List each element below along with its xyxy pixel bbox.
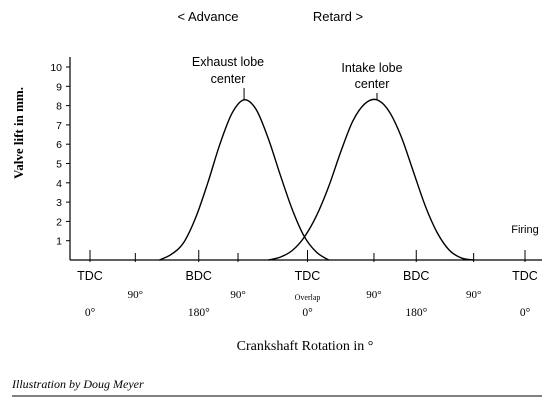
lobe-pointers	[243, 88, 378, 100]
x-tick-label: TDC	[295, 269, 321, 283]
exhaust-curve	[159, 99, 330, 261]
x-tick-labels: TDC BDC TDC BDC TDC	[77, 269, 538, 283]
y-tick-label: 5	[56, 159, 62, 171]
exhaust-label-line1: Exhaust lobe	[192, 55, 264, 69]
y-tick-label: 10	[50, 62, 62, 74]
x-axis-label: Crankshaft Rotation in °	[237, 339, 374, 354]
y-tick-label: 2	[56, 216, 62, 228]
degree-label: 0°	[520, 307, 531, 319]
x-tick-label: BDC	[186, 269, 212, 283]
minor-deg-label: 90°	[128, 289, 143, 301]
advance-label: < Advance	[177, 9, 238, 24]
intake-label-line1: Intake lobe	[341, 61, 402, 75]
lift-curves	[159, 98, 474, 261]
y-tick-label: 9	[56, 81, 62, 93]
y-tick-label: 4	[56, 178, 62, 190]
firing-label: Firing	[511, 224, 539, 236]
y-tick-label: 3	[56, 197, 62, 209]
degree-label: 180°	[188, 307, 210, 319]
y-tick-label: 1	[56, 236, 62, 248]
minor-deg-label: 90°	[366, 289, 381, 301]
minor-labels: 90° 90° Overlap 90° 90°	[128, 289, 482, 302]
exhaust-label-line2: center	[211, 72, 246, 86]
x-tick-label: TDC	[77, 269, 103, 283]
x-tick-label: BDC	[403, 269, 429, 283]
y-ticks: 1 2 3 4 5 6 7 8 9 10	[50, 62, 70, 248]
minor-deg-label: 90°	[230, 289, 245, 301]
y-tick-label: 7	[56, 120, 62, 132]
intake-curve	[268, 98, 474, 261]
y-axis-label: Valve lift in mm.	[11, 87, 26, 179]
y-tick-label: 8	[56, 101, 62, 113]
retard-label: Retard >	[313, 9, 363, 24]
intake-label-line2: center	[355, 77, 390, 91]
x-ticks	[89, 250, 526, 262]
overlap-label: Overlap	[295, 293, 321, 302]
x-tick-label: TDC	[512, 269, 538, 283]
degree-label: 0°	[302, 307, 313, 319]
illustration-credit: Illustration by Doug Meyer	[11, 377, 144, 391]
y-tick-label: 6	[56, 139, 62, 151]
degree-labels: 0° 180° 0° 180° 0°	[85, 307, 531, 319]
degree-label: 0°	[85, 307, 96, 319]
minor-deg-label: 90°	[466, 289, 481, 301]
axes	[69, 57, 542, 261]
degree-label: 180°	[405, 307, 427, 319]
